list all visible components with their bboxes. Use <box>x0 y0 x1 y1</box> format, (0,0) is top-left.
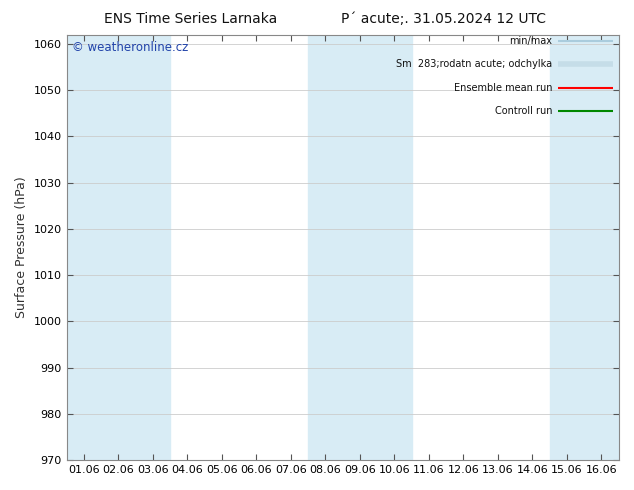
Bar <box>308 35 411 460</box>
Text: Controll run: Controll run <box>495 106 552 116</box>
Text: Sm  283;rodatn acute; odchylka: Sm 283;rodatn acute; odchylka <box>396 59 552 70</box>
Text: min/max: min/max <box>509 36 552 46</box>
Bar <box>67 35 170 460</box>
Text: ENS Time Series Larnaka: ENS Time Series Larnaka <box>103 12 277 26</box>
Text: Ensemble mean run: Ensemble mean run <box>454 83 552 93</box>
Y-axis label: Surface Pressure (hPa): Surface Pressure (hPa) <box>15 176 28 318</box>
Text: P´ acute;. 31.05.2024 12 UTC: P´ acute;. 31.05.2024 12 UTC <box>341 12 547 26</box>
Text: © weatheronline.cz: © weatheronline.cz <box>72 41 188 54</box>
Bar <box>550 35 619 460</box>
